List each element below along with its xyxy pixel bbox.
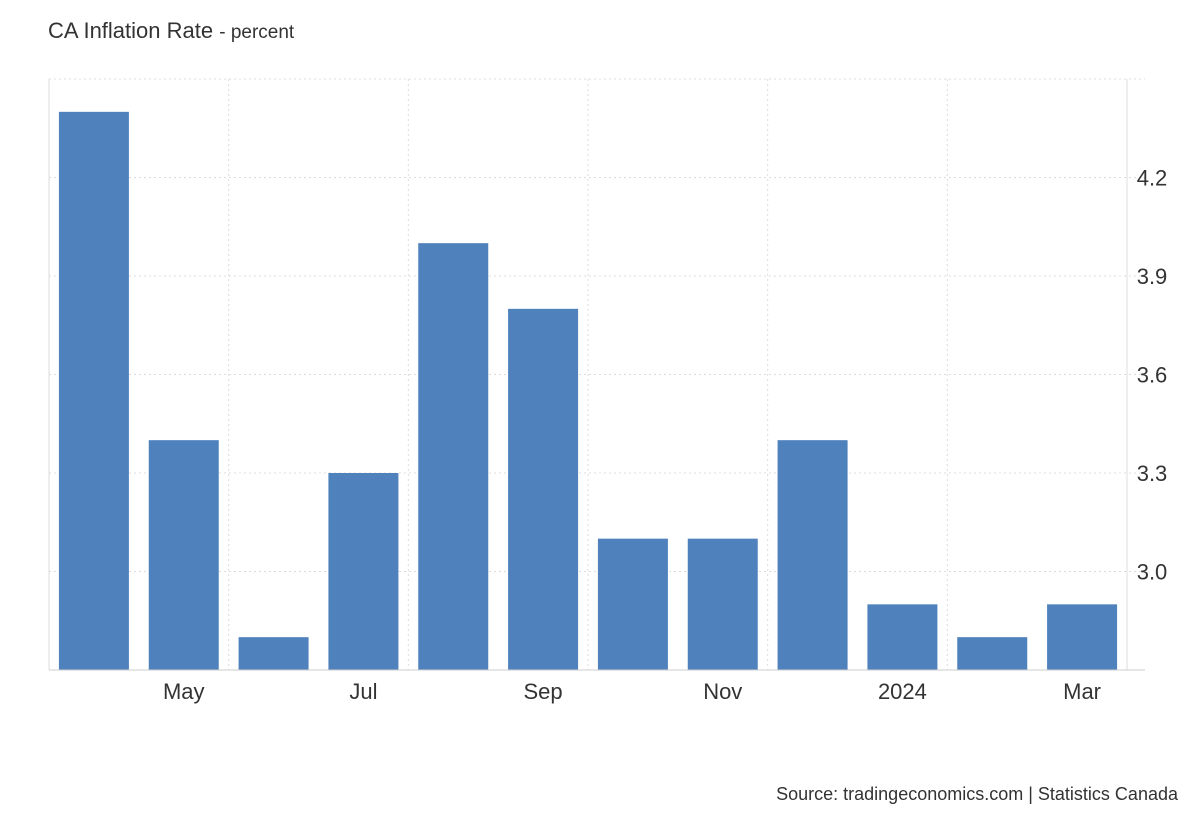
y-tick-label: 3.0: [1137, 560, 1168, 585]
x-tick-label: Jul: [349, 679, 377, 704]
bar: [508, 308, 579, 670]
bar: [418, 243, 489, 670]
y-tick-label: 3.9: [1137, 264, 1168, 289]
x-tick-label: 2024: [878, 679, 927, 704]
chart-title: CA Inflation Rate - percent: [48, 18, 294, 44]
bar: [687, 538, 758, 670]
bar: [957, 637, 1028, 670]
bar: [238, 637, 309, 670]
x-tick-label: Sep: [524, 679, 563, 704]
bar: [1047, 604, 1118, 670]
bar: [597, 538, 668, 670]
bar: [328, 473, 399, 670]
chart-title-text: CA Inflation Rate: [48, 18, 214, 43]
bar: [148, 440, 219, 670]
y-tick-label: 4.2: [1137, 166, 1168, 191]
x-tick-label: May: [163, 679, 205, 704]
source-credit: Source: tradingeconomics.com | Statistic…: [776, 784, 1178, 804]
y-tick-label: 3.3: [1137, 461, 1168, 486]
chart-subtitle: - percent: [219, 22, 295, 43]
x-tick-label: Mar: [1063, 679, 1101, 704]
bar: [867, 604, 938, 670]
x-tick-label: Nov: [703, 679, 742, 704]
bar: [58, 111, 129, 671]
bar: [777, 440, 848, 670]
y-tick-label: 3.6: [1137, 363, 1168, 388]
